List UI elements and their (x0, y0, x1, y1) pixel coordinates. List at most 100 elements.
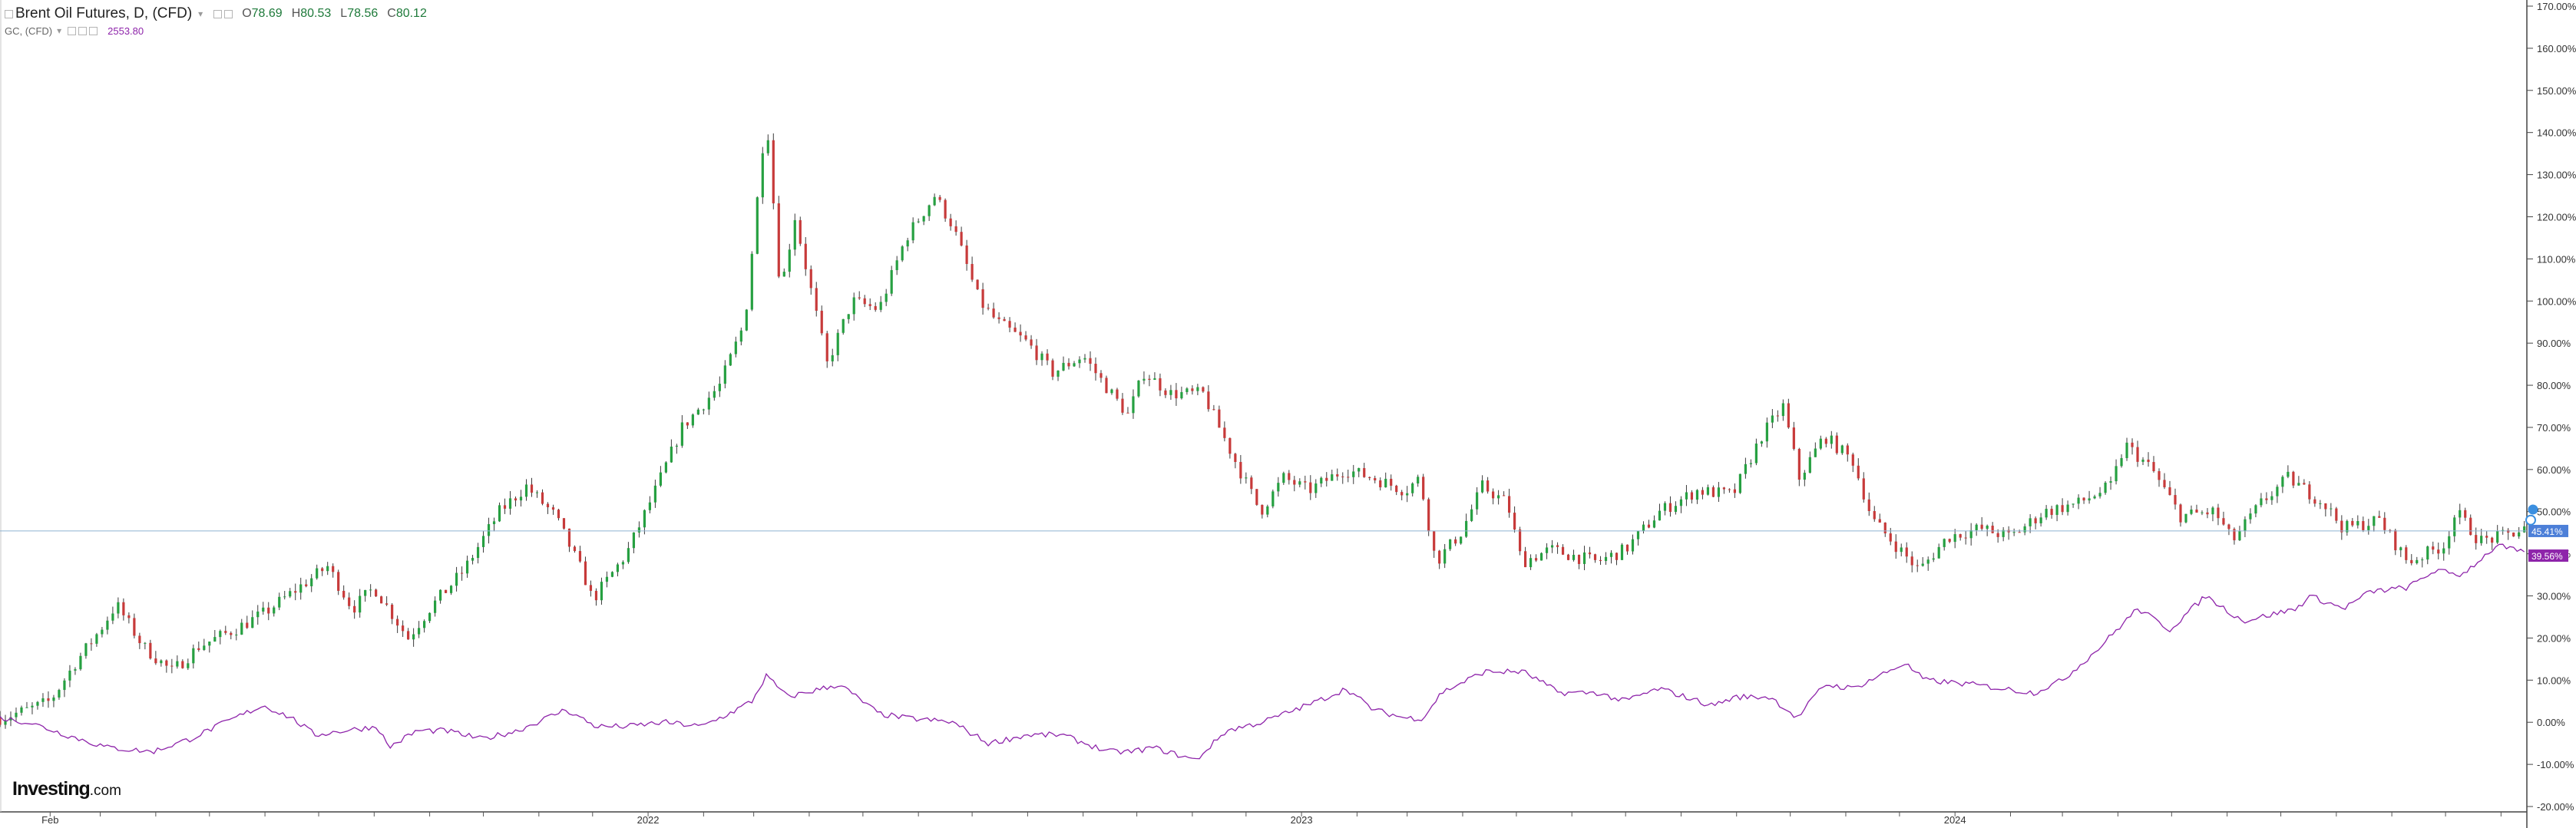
brent-candle-body (750, 253, 753, 310)
brent-candle-body (101, 629, 104, 635)
brent-candle-body (364, 589, 367, 596)
brent-candle-body (1851, 454, 1854, 466)
brent-candle-body (1476, 492, 1479, 510)
brent-candle-body (890, 269, 893, 294)
brent-candle-body (213, 637, 217, 642)
brent-candle-body (402, 625, 405, 632)
brent-candle-body (1062, 362, 1065, 371)
visibility-icon[interactable] (68, 26, 77, 35)
brent-candle-body (2469, 517, 2472, 536)
brent-candle-body (1647, 524, 1651, 528)
brent-candle-body (1497, 495, 1500, 499)
settings-icon[interactable] (78, 26, 88, 35)
brent-candle-body (2217, 507, 2220, 519)
brent-candle-body (2464, 510, 2467, 518)
gold-line (0, 543, 2525, 760)
brent-candle-body (2104, 482, 2107, 493)
brent-candle-body (680, 422, 683, 446)
brent-candle-body (1539, 553, 1543, 561)
brent-candle-body (2502, 529, 2505, 532)
brent-candle-body (133, 618, 136, 636)
brent-candle-body (2356, 521, 2359, 526)
brent-candle-body (1180, 391, 1183, 399)
y-tick-label: 120.00% (2537, 211, 2576, 223)
brent-candle-body (1234, 454, 1237, 462)
brent-candle-body (1867, 499, 1870, 511)
brent-candle-body (1438, 550, 1441, 564)
brent-candle-body (895, 260, 898, 270)
brent-candle-body (756, 197, 759, 254)
brent-candle-body (1749, 463, 1752, 464)
brent-candle-body (1406, 493, 1409, 496)
brent-candle-body (874, 305, 877, 310)
brent-candle-body (2238, 531, 2241, 541)
brent-candle-body (1207, 391, 1210, 410)
brent-candle-body (1744, 463, 1747, 474)
brent-candle-body (1556, 545, 1559, 547)
x-axis: Feb 2022 2023 2024 (41, 812, 2502, 826)
brent-candle-body (1132, 396, 1135, 414)
close-icon[interactable] (89, 26, 98, 35)
brent-candle-body (1255, 489, 1258, 505)
y-tick-label: 130.00% (2537, 170, 2576, 181)
brent-candle-body (2373, 516, 2376, 526)
close-icon[interactable] (224, 9, 233, 18)
chevron-down-icon[interactable]: ▾ (57, 25, 62, 36)
brent-candle-body (734, 341, 737, 355)
brent-candle-body (1126, 412, 1129, 414)
brent-candle-body (1400, 492, 1404, 496)
investing-logo[interactable]: Investing.com (12, 778, 121, 800)
brent-candle-body (2034, 518, 2037, 523)
brent-candle-body (106, 620, 109, 630)
ohlc-open: O78.69 (242, 7, 283, 20)
brent-candle-body (1658, 510, 1662, 521)
brent-candle-body (1894, 541, 1897, 553)
brent-candle-body (1572, 555, 1576, 560)
brent-candle-body (2120, 457, 2123, 467)
brent-candle-body (1878, 519, 1881, 523)
brent-candle-body (1304, 481, 1307, 483)
brent-candle-body (2168, 487, 2171, 496)
brent-candle-body (412, 634, 415, 640)
brent-candle-body (610, 572, 614, 577)
brent-candle-body (1245, 477, 1248, 479)
brent-candle-body (1057, 370, 1060, 377)
brent-candle-body (1309, 482, 1312, 493)
brent-candle-body (2147, 459, 2150, 463)
brent-candle-body (1685, 492, 1688, 500)
brent-candle-body (492, 521, 496, 525)
settings-icon[interactable] (213, 9, 223, 18)
brent-candle-body (1266, 506, 1269, 515)
chevron-down-icon[interactable]: ▾ (198, 8, 203, 19)
brent-candle-body (2330, 508, 2333, 510)
brent-candle-body (1411, 483, 1414, 493)
brent-candle-body (2432, 546, 2435, 550)
brent-candle-body (1470, 509, 1473, 521)
brent-candle-body (594, 590, 598, 601)
brent-candle-body (2179, 504, 2182, 523)
brent-candle-body (2416, 559, 2419, 563)
brent-candle-body (1969, 529, 1973, 539)
brent-candle-body (2244, 519, 2247, 532)
brent-candle-body (1604, 556, 1608, 562)
brent-candle-body (2287, 471, 2290, 477)
brent-candle-body (1636, 530, 1640, 539)
brent-candle-body (2141, 459, 2144, 462)
brent-candle-body (1089, 358, 1092, 365)
brent-candle-body (1652, 520, 1656, 528)
brent-candle-body (149, 642, 152, 659)
brent-candle-body (1137, 380, 1140, 397)
brent-candle-body (310, 578, 313, 586)
brent-candle-body (1824, 438, 1827, 444)
collapse-legend-toggle[interactable] (5, 9, 13, 18)
brent-candle-body (224, 631, 227, 633)
brent-candle-body (949, 218, 952, 226)
brent-candle-body (530, 484, 534, 493)
brent-candle-body (1325, 477, 1328, 481)
brent-candle-body (1926, 559, 1930, 564)
brent-candle-body (1051, 360, 1054, 377)
y-tick-label: 70.00% (2537, 422, 2571, 434)
brent-candle-body (428, 612, 432, 622)
brent-candle-body (1792, 427, 1795, 449)
